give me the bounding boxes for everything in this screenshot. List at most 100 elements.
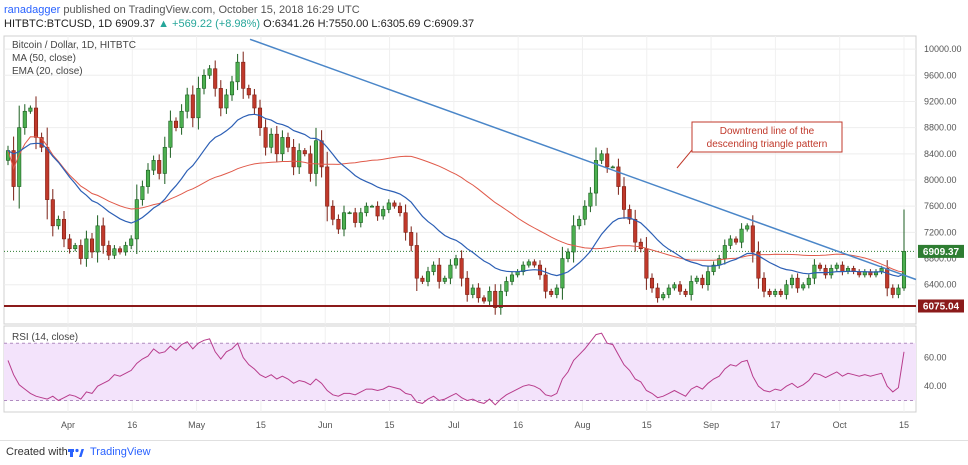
- y-tick-label: 6800.00: [924, 254, 957, 264]
- candle-body: [112, 248, 117, 256]
- y-tick-label: 9600.00: [924, 70, 957, 80]
- candle-body: [369, 205, 375, 208]
- candle-body: [638, 241, 643, 250]
- candle-body: [106, 245, 111, 256]
- candle-body: [616, 166, 621, 187]
- candle-body: [302, 150, 307, 155]
- x-tick-label: Aug: [574, 420, 590, 430]
- x-tick-label: Jul: [448, 420, 460, 430]
- candle-body: [336, 218, 341, 230]
- candle-body: [554, 287, 559, 295]
- candle-body: [78, 245, 83, 259]
- candle-body: [504, 281, 509, 292]
- downtrend-line[interactable]: [249, 38, 917, 281]
- candle-body: [795, 277, 800, 289]
- candle-body: [694, 277, 699, 282]
- candle-body: [420, 277, 425, 282]
- rsi-tick-label: 40.00: [924, 381, 947, 391]
- candle-body: [403, 212, 408, 233]
- candle-body: [134, 199, 139, 240]
- x-tick-label: 16: [127, 420, 137, 430]
- tradingview-logo-icon: [68, 448, 84, 457]
- x-tick-label: 17: [770, 420, 780, 430]
- ohlc-values: O:6341.26 H:7550.00 L:6305.69 C:6909.37: [263, 18, 475, 30]
- candle-body: [666, 287, 671, 295]
- candle-body: [896, 287, 901, 295]
- candle-body: [73, 245, 78, 250]
- candle-body: [588, 192, 593, 207]
- y-tick-label: 7200.00: [924, 227, 957, 237]
- candle-body: [481, 297, 487, 302]
- y-tick-label: 8400.00: [924, 149, 957, 159]
- candle-body: [224, 94, 229, 109]
- ema-legend: EMA (20, close): [12, 66, 83, 77]
- candle-body: [257, 107, 263, 128]
- x-tick-label: 16: [513, 420, 523, 430]
- candle-body: [599, 153, 604, 161]
- candle-body: [185, 94, 190, 112]
- candle-body: [397, 205, 403, 214]
- support-price-label: 6075.04: [923, 301, 960, 312]
- candle-body: [61, 218, 67, 240]
- candle-body: [605, 153, 610, 168]
- candle-body: [319, 140, 324, 168]
- candle-body: [207, 68, 212, 76]
- axes: 6400.00 6800.00 7200.00 7600.00 8000.00 8400.…: [61, 44, 962, 430]
- candle-body: [549, 290, 554, 295]
- candle-body: [655, 287, 660, 299]
- candle-body: [565, 251, 571, 259]
- rsi-tick-label: 60.00: [924, 353, 947, 363]
- candle-body: [649, 277, 655, 289]
- candles: [5, 51, 907, 315]
- candle-body: [353, 212, 358, 223]
- support-price-tag: [918, 299, 964, 313]
- candle-body: [661, 294, 666, 299]
- candle-body: [218, 88, 223, 109]
- candle-body: [689, 281, 694, 295]
- candle-body: [50, 199, 55, 227]
- y-tick-label: 9200.00: [924, 96, 957, 106]
- candle-body: [644, 248, 649, 279]
- price-chart[interactable]: Downtrend line of the descending triangl…: [0, 0, 968, 440]
- candle-body: [325, 166, 330, 207]
- candle-body: [28, 107, 33, 112]
- candle-body: [235, 61, 240, 83]
- candle-body: [157, 160, 162, 174]
- candle-body: [437, 264, 442, 282]
- candle-body: [448, 264, 453, 279]
- candle-body: [498, 290, 503, 308]
- candle-body: [728, 238, 733, 246]
- candle-body: [386, 202, 391, 210]
- candle-body: [733, 238, 739, 243]
- x-tick-label: Jun: [318, 420, 333, 430]
- candle-body: [168, 120, 173, 148]
- tradingview-link[interactable]: TradingView: [90, 446, 151, 458]
- candle-body: [890, 287, 895, 295]
- candle-body: [577, 218, 582, 227]
- candle-body: [280, 137, 285, 155]
- candle-body: [700, 277, 705, 286]
- candle-body: [823, 268, 828, 276]
- candle-body: [341, 212, 347, 230]
- candle-body: [806, 277, 811, 286]
- ma50-line: [7, 136, 905, 273]
- last-price-label: 6909.37: [923, 247, 960, 258]
- footer: Created with TradingView: [0, 440, 968, 465]
- ma-legend: MA (50, close): [12, 53, 76, 64]
- candle-body: [582, 205, 587, 220]
- y-tick-label: 8000.00: [924, 175, 957, 185]
- symbol-line: HITBTC:BTCUSD, 1D 6909.37 ▲ +569.22 (+8.…: [4, 18, 474, 30]
- candle-body: [610, 166, 615, 169]
- candle-body: [571, 225, 576, 253]
- candle-body: [453, 258, 459, 266]
- candle-body: [621, 186, 627, 210]
- candle-body: [683, 290, 688, 295]
- candle-body: [633, 218, 638, 243]
- candle-body: [745, 225, 750, 230]
- candle-body: [840, 264, 845, 272]
- candle-body: [543, 274, 548, 292]
- y-tick-label: 10000.00: [924, 44, 962, 54]
- price-change: ▲ +569.22 (+8.98%): [158, 18, 261, 30]
- x-tick-label: Oct: [833, 420, 848, 430]
- author-link[interactable]: ranadagger: [4, 4, 61, 16]
